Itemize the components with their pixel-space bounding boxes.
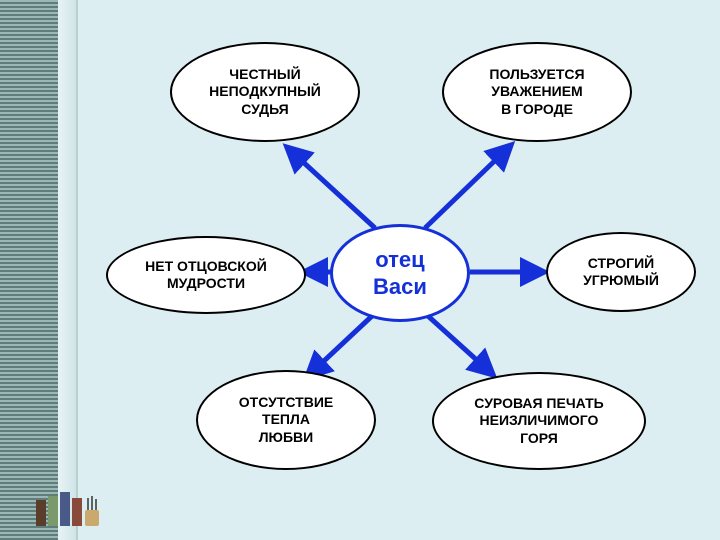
arrow — [428, 316, 490, 372]
slide: отец Васи ЧЕСТНЫЙ НЕПОДКУПНЫЙ СУДЬЯ ПОЛЬЗУ… — [0, 0, 720, 540]
outer-node-label: ЧЕСТНЫЙ НЕПОДКУПНЫЙ СУДЬЯ — [209, 66, 321, 119]
outer-node-label: ОТСУТСТВИЕ ТЕПЛА ЛЮБВИ — [239, 394, 333, 447]
outer-node-label: НЕТ ОТЦОВСКОЙ МУДРОСТИ — [145, 258, 267, 293]
outer-node: СТРОГИЙ УГРЮМЫЙ — [546, 232, 696, 312]
arrow — [310, 316, 372, 374]
outer-node-label: СТРОГИЙ УГРЮМЫЙ — [583, 255, 659, 290]
outer-node: НЕТ ОТЦОВСКОЙ МУДРОСТИ — [106, 236, 306, 314]
arrow — [425, 148, 508, 228]
arrow — [290, 150, 375, 228]
outer-node-label: ПОЛЬЗУЕТСЯ УВАЖЕНИЕМ В ГОРОДЕ — [489, 66, 584, 119]
center-node-label: отец Васи — [373, 246, 427, 301]
side-decorative-strip — [0, 0, 78, 540]
outer-node: СУРОВАЯ ПЕЧАТЬ НЕИЗЛИЧИМОГО ГОРЯ — [432, 372, 646, 470]
outer-node: ЧЕСТНЫЙ НЕПОДКУПНЫЙ СУДЬЯ — [170, 42, 360, 142]
books-icon — [30, 470, 120, 530]
outer-node-label: СУРОВАЯ ПЕЧАТЬ НЕИЗЛИЧИМОГО ГОРЯ — [474, 395, 603, 448]
center-node: отец Васи — [330, 224, 470, 322]
outer-node: ОТСУТСТВИЕ ТЕПЛА ЛЮБВИ — [196, 370, 376, 470]
outer-node: ПОЛЬЗУЕТСЯ УВАЖЕНИЕМ В ГОРОДЕ — [442, 42, 632, 142]
